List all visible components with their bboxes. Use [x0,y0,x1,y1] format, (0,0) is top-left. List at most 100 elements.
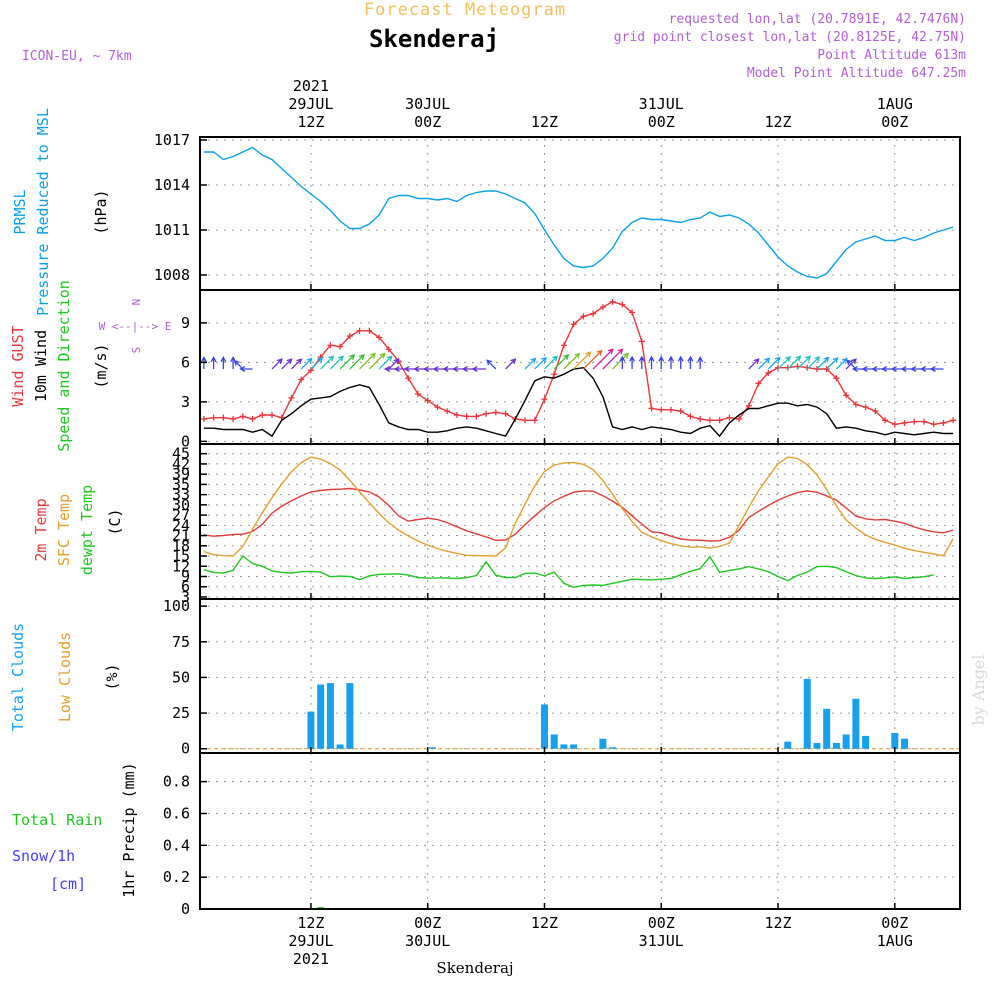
series-2m-temp [203,487,954,542]
temp-panel-labels: 2m Temp SFC Temp dewpt Temp (C) [32,485,124,575]
gust-marker [843,392,850,399]
gust-marker [667,406,674,413]
wind-direction-arrow [816,356,830,370]
snow-unit-label: [cm] [50,875,86,893]
gust-marker [852,401,859,408]
y-tick-label: 24 [172,516,190,534]
bar-total-clouds [317,684,325,749]
wind-direction-arrow [929,366,944,372]
y-tick-label: 33 [172,486,190,504]
wind-direction-arrow [553,354,570,370]
precip-unit-label: 1hr Precip (mm) [120,762,138,897]
wind-direction-arrow [200,356,207,369]
axes-layer: 1008101110141017036936912151821242730333… [154,77,961,968]
point-altitude: Point Altitude 613m [817,48,966,63]
dewpt-temp-label: dewpt Temp [78,485,96,575]
top-time-label: 00Z [648,113,675,131]
wind-direction-arrow [787,355,802,370]
gust-marker [210,414,217,421]
wind-panel-labels: Wind GUST 10m Wind Speed and Direction (… [9,280,171,452]
gust-marker [687,413,694,420]
wind-direction-arrow [797,355,812,370]
wind-direction-arrow [471,366,487,372]
top-time-label: 12Z [531,113,558,131]
gust-marker [940,419,947,426]
gust-marker [502,410,509,417]
compass-north: N [130,299,143,306]
gust-marker [706,417,713,424]
wind-direction-arrow [777,355,792,370]
model-point-altitude: Model Point Altitude 647.25m [747,66,966,81]
y-tick-label: 0.6 [163,804,190,822]
temp-2m-label: 2m Temp [32,498,50,561]
y-tick-label: 0 [181,900,190,918]
gust-marker [434,404,441,411]
bar-total-clouds [901,738,909,749]
series-sfc-temp [203,456,954,557]
gust-marker [629,309,636,316]
wind-direction-arrow [281,358,293,370]
wind-direction-arrow [233,359,244,370]
y-tick-label: 6 [181,578,190,596]
wind-direction-arrow [368,352,386,370]
wind-direction-arrow [310,356,324,370]
wind-direction-arrow [359,352,376,370]
wind-direction-arrow [300,357,313,370]
bottom-time-label: 00Z [648,914,675,932]
gust-marker [862,404,869,411]
watermark: by Angel [969,654,988,725]
y-tick-label: 3 [181,393,190,411]
gust-marker [950,417,957,424]
y-tick-label: 15 [172,547,190,565]
gust-marker [444,408,451,415]
wind-10m-label: 10m Wind [32,330,50,402]
percent-unit-label: (%) [103,663,121,690]
gust-marker [200,415,207,422]
y-tick-label: 0 [181,740,190,758]
bottom-time-label: 31JUL [639,932,684,950]
wind-direction-arrow [619,355,626,369]
gust-marker [697,415,704,422]
gust-marker [405,375,412,382]
bar-total-clouds [891,733,899,749]
gust-marker [473,413,480,420]
wind-direction-arrow [573,351,592,370]
wind-direction-arrow [220,356,227,369]
top-time-label: 2021 [293,77,329,95]
bar-total-clouds [803,678,811,749]
bar-total-clouds [599,738,607,749]
gust-marker [872,408,879,415]
bottom-time-label: 1AUG [877,932,913,950]
y-tick-label: 21 [172,527,190,545]
wind-direction-arrow [349,354,365,370]
gust-marker [609,298,616,305]
wind-direction-arrow [210,356,217,369]
gust-marker [327,342,334,349]
bar-total-clouds [832,743,840,749]
wind-direction-arrow [846,359,857,370]
gust-marker [220,414,227,421]
clouds-panel-labels: Total Clouds Low Clouds (%) [9,623,121,731]
y-tick-label: 0.8 [163,773,190,791]
bar-total-clouds [570,744,578,749]
y-tick-label: 0.4 [163,836,190,854]
requested-coords: requested lon,lat (20.7891E, 42.7476N) [669,12,966,27]
wind-direction-arrow [748,358,760,370]
bar-total-clouds [609,747,617,749]
y-tick-label: 9 [181,567,190,585]
series-dewpt-temp [203,554,934,589]
grid-point-coords: grid point closest lon,lat (20.8125E, 42… [614,30,966,45]
grid-layer [200,137,960,910]
wind-gust-label: Wind GUST [9,325,27,406]
y-tick-label: 12 [172,557,190,575]
y-tick-label: 1017 [154,131,190,149]
y-tick-label: 1011 [154,221,190,239]
wind-direction-arrow [767,356,781,370]
gust-marker [356,327,363,334]
gust-marker [590,310,597,317]
ms-unit-label: (m/s) [92,343,110,388]
wind-direction-arrow [378,355,393,370]
y-tick-label: 18 [172,537,190,555]
total-clouds-label: Total Clouds [9,623,27,731]
gust-marker [414,390,421,397]
